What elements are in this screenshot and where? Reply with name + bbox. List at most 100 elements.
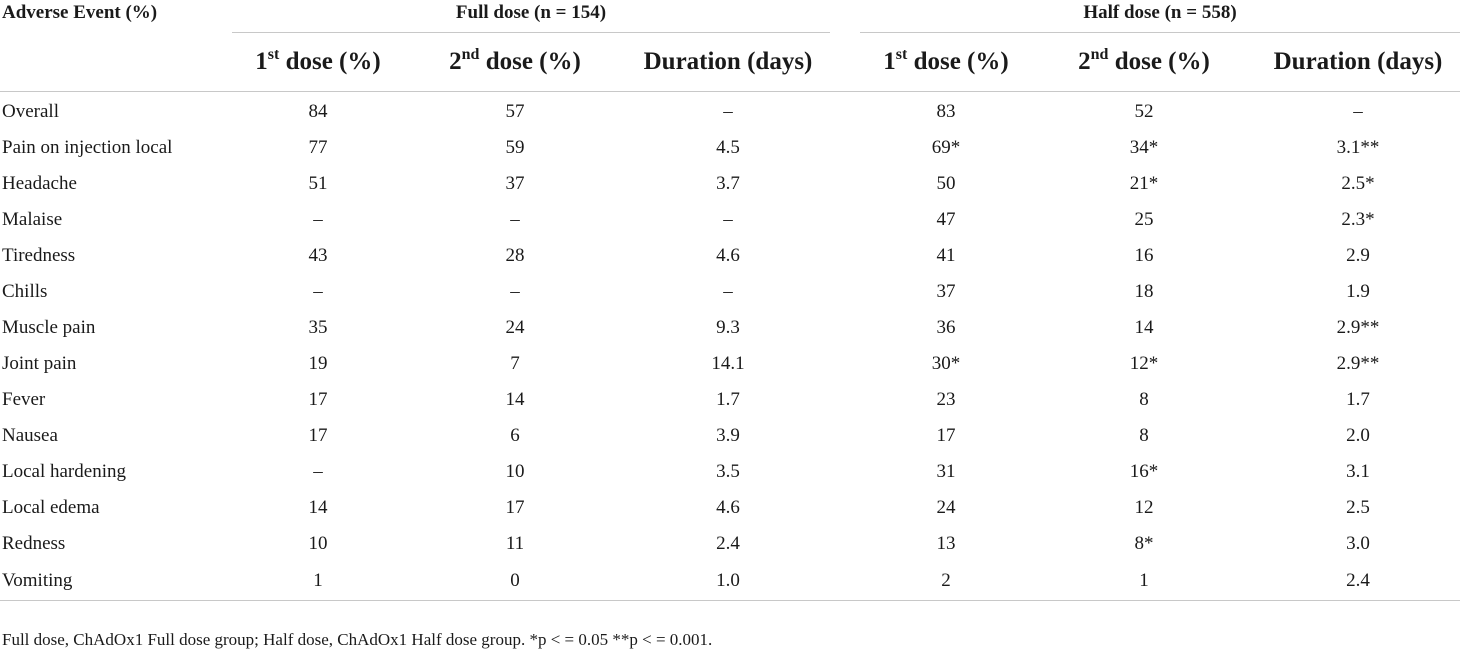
- table-cell: 17: [936, 425, 956, 446]
- row-label: Tiredness: [2, 245, 76, 266]
- subheader-half-duration: Duration (days): [1256, 32, 1460, 92]
- table-cell: 14: [308, 497, 328, 518]
- table-row: Tiredness 43 28 4.6 41 16 2.9: [0, 238, 1460, 274]
- table-cell: 30*: [931, 353, 961, 374]
- row-label: Nausea: [2, 425, 58, 446]
- column-gap: [830, 526, 860, 562]
- table-cell: 10: [308, 533, 328, 554]
- table-row: Overall 84 57 – 83 52 –: [0, 92, 1460, 131]
- table-cell: 12: [1134, 497, 1154, 518]
- table-cell: 59: [505, 137, 525, 158]
- table-cell: 77: [308, 137, 328, 158]
- table-cell: 2.4: [716, 533, 740, 554]
- table-cell: 14: [505, 389, 525, 410]
- table-cell: 4.6: [716, 497, 740, 518]
- table-cell: 16*: [1129, 461, 1159, 482]
- table-cell: 24: [505, 317, 525, 338]
- table-cell: 36: [936, 317, 956, 338]
- table-cell: 1: [1032, 562, 1256, 601]
- table-cell: 19: [308, 353, 328, 374]
- table-cell: 3.1**: [1336, 137, 1380, 158]
- column-gap: [830, 92, 860, 131]
- table-cell: 1.7: [716, 389, 740, 410]
- table-cell: 34*: [1129, 137, 1159, 158]
- table-cell: 16: [1134, 245, 1154, 266]
- table-cell: 52: [1134, 101, 1154, 122]
- table-cell: 14: [1134, 317, 1154, 338]
- table-cell: 8*: [1134, 533, 1154, 554]
- column-gap: [830, 562, 860, 601]
- table-cell: 3.5: [716, 461, 740, 482]
- table-cell: 12*: [1129, 353, 1159, 374]
- row-label: Redness: [2, 533, 66, 554]
- row-label: Fever: [2, 389, 46, 410]
- table-cell: 3.1: [1346, 461, 1370, 482]
- row-label: Malaise: [2, 209, 63, 230]
- table-cell: 83: [936, 101, 956, 122]
- table-cell: –: [313, 209, 323, 230]
- table-cell: 28: [505, 245, 525, 266]
- table-row: Headache 51 37 3.7 50 21* 2.5*: [0, 166, 1460, 202]
- table-cell: 17: [505, 497, 525, 518]
- row-label: Vomiting: [0, 562, 232, 601]
- table-cell: 6: [510, 425, 520, 446]
- table-cell: 57: [505, 101, 525, 122]
- table-cell: 9.3: [716, 317, 740, 338]
- table-cell: 0: [404, 562, 626, 601]
- row-label: Pain on injection local: [2, 137, 173, 158]
- table-cell: 7: [510, 353, 520, 374]
- table-cell: 3.7: [716, 173, 740, 194]
- table-cell: 37: [505, 173, 525, 194]
- table-cell: 50: [936, 173, 956, 194]
- row-label: Local edema: [2, 497, 100, 518]
- column-gap: [830, 382, 860, 418]
- table-cell: 1.0: [626, 562, 830, 601]
- row-label: Muscle pain: [2, 317, 96, 338]
- table-row: Local edema 14 17 4.6 24 12 2.5: [0, 490, 1460, 526]
- table-row: Joint pain 19 7 14.1 30* 12* 2.9**: [0, 346, 1460, 382]
- table-cell: 2.9**: [1336, 353, 1380, 374]
- table-row: Redness 10 11 2.4 13 8* 3.0: [0, 526, 1460, 562]
- table-cell: 2.4: [1256, 562, 1460, 601]
- row-label: Joint pain: [2, 353, 77, 374]
- table-cell: 24: [936, 497, 956, 518]
- table-row: Local hardening – 10 3.5 31 16* 3.1: [0, 454, 1460, 490]
- table-cell: 2.3*: [1341, 209, 1375, 230]
- subheader-full-duration: Duration (days): [626, 32, 830, 92]
- table-cell: 17: [308, 389, 328, 410]
- sub-header-gap: [830, 32, 860, 92]
- table-cell: 43: [308, 245, 328, 266]
- table-cell: 2.9**: [1336, 317, 1380, 338]
- column-gap: [830, 310, 860, 346]
- subheader-half-second-dose: 2nd dose (%): [1032, 32, 1256, 92]
- group-header-half-dose: Half dose (n = 558): [860, 0, 1460, 33]
- table-cell: –: [723, 281, 733, 302]
- table-cell: 10: [505, 461, 525, 482]
- table-cell: 2.0: [1346, 425, 1370, 446]
- table-cell: –: [510, 209, 520, 230]
- sub-header-blank: [0, 32, 232, 92]
- subheader-half-first-dose: 1st dose (%): [860, 32, 1032, 92]
- table-cell: –: [313, 461, 323, 482]
- table-cell: 35: [308, 317, 328, 338]
- table-cell: 11: [505, 533, 525, 554]
- table-row: Vomiting 1 0 1.0 2 1 2.4: [0, 562, 1460, 601]
- table-cell: 1: [232, 562, 404, 601]
- table-cell: 47: [936, 209, 956, 230]
- table-cell: 2: [860, 562, 1032, 601]
- table-cell: 3.0: [1346, 533, 1370, 554]
- table-cell: 13: [936, 533, 956, 554]
- table-cell: –: [510, 281, 520, 302]
- group-header-full-dose: Full dose (n = 154): [232, 0, 830, 33]
- row-label: Local hardening: [2, 461, 126, 482]
- table-cell: 23: [936, 389, 956, 410]
- table-cell: 1.7: [1346, 389, 1370, 410]
- table-cell: 41: [936, 245, 956, 266]
- column-gap: [830, 130, 860, 166]
- table-cell: 84: [308, 101, 328, 122]
- table-cell: 14.1: [711, 353, 745, 374]
- column-gap: [830, 274, 860, 310]
- row-label: Chills: [2, 281, 48, 302]
- table-cell: 2.9: [1346, 245, 1370, 266]
- row-label: Headache: [2, 173, 77, 194]
